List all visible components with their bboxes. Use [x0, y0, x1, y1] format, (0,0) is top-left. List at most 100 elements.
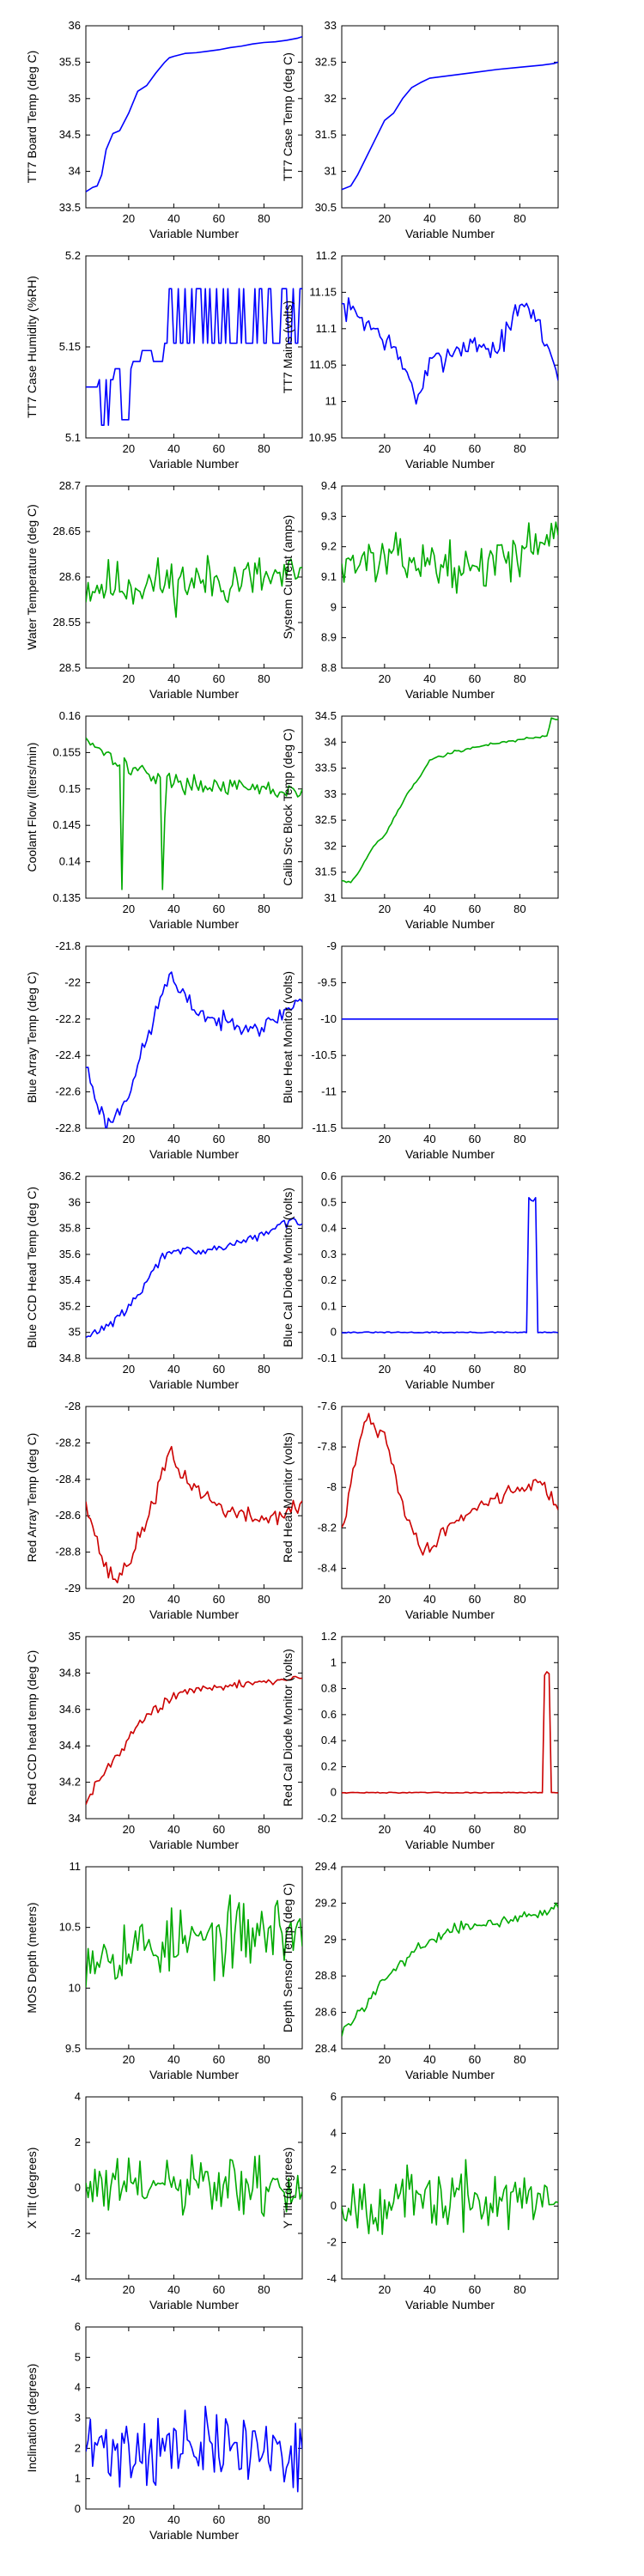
y-tick-label: 29.2	[315, 1896, 337, 1909]
x-tick-label: 40	[423, 902, 435, 915]
y-tick-label: 34	[69, 165, 81, 178]
y-axis-label: Inclination (degrees)	[25, 2364, 39, 2473]
y-tick-label: 31	[325, 891, 337, 904]
y-axis-label: Depth Sensor Temp (deg C)	[281, 1883, 295, 2032]
plot-frame	[341, 25, 559, 209]
chart-panel: 20 40 60 80 28.5 28.55 28.6 28.65 28.7 Variable N…	[25, 479, 303, 701]
plot-frame	[85, 945, 303, 1129]
y-tick-label: -4	[326, 2272, 337, 2285]
x-tick-label: 40	[423, 442, 435, 455]
chart-panel: 20 40 60 80 -8.4 -8.2 -8 -7.8 -7.6 Variable Numbe…	[281, 1400, 559, 1621]
y-tick-label: 5.2	[65, 249, 81, 262]
x-tick-label: 60	[213, 2053, 225, 2066]
y-tick-label: 36.2	[59, 1170, 81, 1182]
y-tick-label: 0.145	[52, 818, 81, 831]
y-tick-label: -28.6	[55, 1509, 81, 1522]
chart-panel: 20 40 60 80 -4 -2 0 2 4 Variable Number X Tilt (de…	[25, 2090, 303, 2312]
y-tick-label: 0	[75, 2502, 81, 2515]
x-axis-label: Variable Number	[149, 687, 239, 701]
plot-frame	[85, 1176, 303, 1359]
y-tick-label: 11.05	[309, 358, 337, 371]
series-line	[342, 61, 558, 191]
x-axis-label: Variable Number	[149, 227, 239, 240]
y-tick-label: 9.5	[65, 2042, 81, 2055]
plot-frame	[341, 945, 559, 1129]
x-axis-label: Variable Number	[149, 917, 239, 931]
y-tick-label: 34	[69, 1812, 81, 1825]
y-tick-label: 0.135	[52, 891, 81, 904]
x-axis-label: Variable Number	[405, 457, 495, 471]
x-tick-label: 40	[423, 1133, 435, 1145]
chart-panel: 20 40 60 80 -22.8 -22.6 -22.4 -22.2 -22 -21.8 Vari…	[25, 939, 303, 1161]
y-tick-label: 35.2	[59, 1299, 81, 1312]
y-tick-label: 34.4	[59, 1739, 81, 1752]
y-tick-label: 32.5	[315, 55, 337, 68]
chart-panel: 20 40 60 80 31 31.5 32 32.5 33 33.5 34 34.5 Variable…	[281, 709, 559, 931]
x-tick-label: 20	[379, 212, 391, 225]
y-tick-label: 0.16	[59, 709, 81, 722]
y-tick-label: 28.8	[315, 1969, 337, 1982]
x-tick-label: 40	[423, 1593, 435, 1606]
x-axis-label: Variable Number	[405, 2298, 495, 2312]
x-tick-label: 60	[213, 1823, 225, 1836]
x-tick-label: 40	[167, 442, 179, 455]
chart-panel: 20 40 60 80 9.5 10 10.5 11 Variable Number MOS De…	[25, 1860, 303, 2081]
x-tick-label: 40	[167, 1593, 179, 1606]
y-tick-label: 28.65	[52, 525, 81, 538]
y-tick-label: -8.2	[318, 1521, 337, 1534]
y-tick-label: 33	[325, 787, 337, 800]
x-tick-label: 20	[123, 1823, 135, 1836]
y-tick-label: -2	[70, 2227, 81, 2239]
y-tick-label: 0.8	[321, 1682, 337, 1695]
x-axis-label: Variable Number	[149, 1607, 239, 1621]
x-tick-label: 40	[423, 672, 435, 685]
y-tick-label: 36	[69, 19, 81, 32]
x-tick-label: 60	[213, 902, 225, 915]
plot-frame	[85, 25, 303, 209]
chart-panel: 20 40 60 80 8.8 8.9 9 9.1 9.2 9.3 9.4 Variable Numb…	[281, 479, 559, 701]
x-tick-label: 40	[423, 1363, 435, 1376]
y-tick-label: 6	[331, 2090, 337, 2103]
y-tick-label: 31.5	[315, 866, 337, 878]
y-tick-label: 2	[75, 2136, 81, 2148]
plot-frame	[341, 715, 559, 899]
y-tick-label: 35	[69, 1326, 81, 1339]
chart-panel: 20 40 60 80 -0.1 0 0.1 0.2 0.3 0.4 0.5 0.6 Variable …	[281, 1170, 559, 1391]
y-tick-label: -22	[64, 975, 81, 988]
x-tick-label: 40	[167, 2513, 179, 2526]
y-tick-label: 0.4	[321, 1734, 337, 1747]
series-line	[342, 1671, 558, 1794]
x-axis-label: Variable Number	[405, 1838, 495, 1851]
y-tick-label: 35.5	[59, 55, 81, 68]
series-line	[342, 521, 558, 594]
x-tick-label: 20	[379, 1133, 391, 1145]
x-tick-label: 80	[258, 1133, 270, 1145]
chart-panel: 20 40 60 80 -29 -28.8 -28.6 -28.4 -28.2 -28 Variab…	[25, 1400, 303, 1621]
series-line	[86, 971, 302, 1128]
y-axis-label: MOS Depth (meters)	[25, 1902, 39, 2013]
plot-frame	[341, 1406, 559, 1589]
plot-frame	[85, 1406, 303, 1589]
x-tick-label: 60	[469, 2053, 481, 2066]
y-axis-label: Blue Cal Diode Monitor (volts)	[281, 1188, 295, 1347]
y-tick-label: 11.15	[309, 285, 337, 298]
y-tick-label: 6	[75, 2320, 81, 2333]
y-axis-label: Red Heat Monitor (volts)	[281, 1432, 295, 1563]
y-tick-label: -0.2	[318, 1812, 337, 1825]
x-tick-label: 20	[123, 2283, 135, 2296]
y-tick-label: -22.6	[55, 1085, 81, 1098]
chart-panel: 20 40 60 80 -0.2 0 0.2 0.4 0.6 0.8 1 1.2 Variable Nu…	[281, 1630, 559, 1851]
y-tick-label: -28.4	[55, 1473, 81, 1485]
series-line	[342, 717, 558, 884]
y-tick-label: 11	[70, 1860, 82, 1873]
plot-frame	[85, 715, 303, 899]
plot-frame	[341, 2096, 559, 2280]
x-tick-label: 20	[123, 442, 135, 455]
y-tick-label: 8.8	[321, 661, 337, 674]
chart-panel: 20 40 60 80 33.5 34 34.5 35 35.5 36 Variable Numbe…	[25, 19, 303, 240]
x-tick-label: 40	[167, 212, 179, 225]
y-tick-label: 0.15	[59, 782, 81, 795]
x-tick-label: 80	[258, 2053, 270, 2066]
y-tick-label: -21.8	[55, 939, 81, 952]
y-axis-label: Y Tilt (degrees)	[281, 2148, 295, 2229]
